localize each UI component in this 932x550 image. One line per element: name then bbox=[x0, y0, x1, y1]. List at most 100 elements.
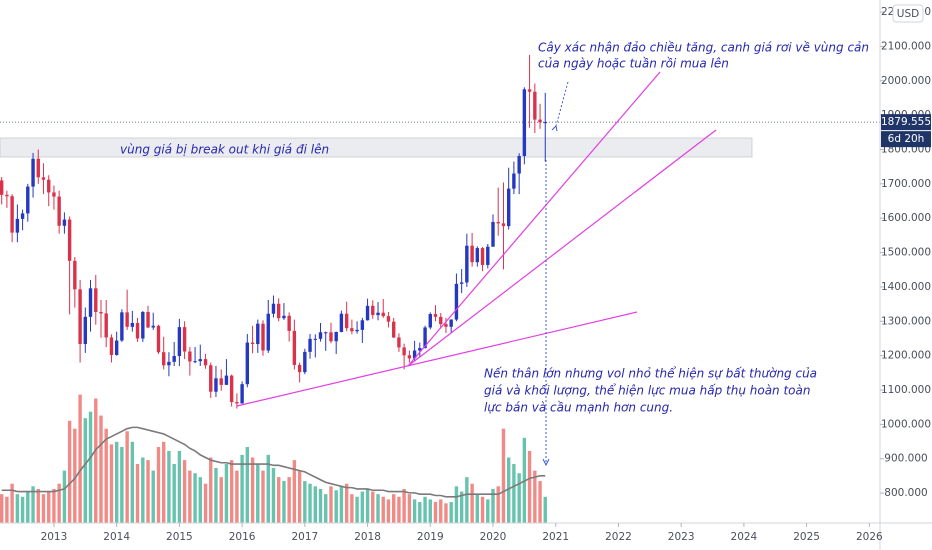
candle-body bbox=[449, 319, 453, 327]
breakout-zone bbox=[0, 137, 753, 158]
x-tick-label: 2019 bbox=[417, 531, 444, 543]
volume-bar bbox=[491, 488, 495, 523]
candle-body bbox=[146, 312, 150, 328]
x-tick-label: 2025 bbox=[793, 531, 820, 543]
currency-button[interactable] bbox=[892, 4, 924, 23]
last-price-label: 1879.555 bbox=[881, 116, 931, 128]
candle-body bbox=[522, 89, 527, 157]
volume-bar bbox=[475, 494, 480, 523]
x-tick-label: 2020 bbox=[480, 531, 507, 543]
volume-bar bbox=[73, 428, 77, 523]
candle-body bbox=[402, 347, 406, 356]
candle-body bbox=[496, 221, 500, 224]
volume-bar bbox=[412, 499, 417, 523]
candle-body bbox=[501, 223, 506, 227]
y-tick-label: 2100.000 bbox=[881, 40, 931, 52]
volume-bar bbox=[256, 464, 260, 523]
volume-bar bbox=[229, 460, 234, 523]
volume-bar bbox=[538, 481, 542, 523]
candle-body bbox=[47, 179, 51, 193]
annotation: Nến thân lớn nhưng vol nhỏ thể hiện sự b… bbox=[484, 367, 817, 381]
volume-bar bbox=[203, 483, 208, 523]
arrow-head bbox=[551, 124, 558, 132]
y-tick-label: 900.000 bbox=[884, 453, 927, 465]
candle-body bbox=[339, 313, 344, 332]
volume-bar bbox=[428, 499, 432, 523]
x-tick-label: 2013 bbox=[41, 531, 68, 543]
candle-body bbox=[250, 342, 255, 344]
volume-bar bbox=[287, 477, 291, 523]
candle-body bbox=[188, 351, 192, 362]
trendline bbox=[407, 71, 661, 367]
candle-body bbox=[235, 402, 239, 404]
volume-bar bbox=[219, 477, 223, 523]
trendline bbox=[407, 129, 717, 367]
candle-body bbox=[10, 196, 14, 233]
candle-body bbox=[287, 315, 291, 331]
volume-bar bbox=[62, 470, 67, 523]
volume-bar bbox=[245, 447, 250, 523]
volume-bar bbox=[83, 418, 88, 523]
candle-body bbox=[240, 384, 244, 404]
candle-body bbox=[0, 180, 4, 195]
y-tick-label: 1500.000 bbox=[881, 247, 931, 259]
y-tick-label: 2000.000 bbox=[881, 75, 931, 87]
candle-body bbox=[41, 177, 46, 180]
candle-body bbox=[407, 355, 412, 359]
candle-body bbox=[318, 332, 323, 339]
volume-bar bbox=[276, 477, 281, 523]
volume-bar bbox=[527, 450, 532, 523]
candle-body bbox=[219, 378, 223, 385]
volume-bar bbox=[78, 394, 82, 523]
volume-bar bbox=[517, 473, 521, 523]
volume-bar bbox=[41, 494, 46, 523]
volume-bar bbox=[193, 473, 197, 523]
volume-bar bbox=[313, 486, 318, 523]
candle-body bbox=[62, 219, 67, 226]
trendline bbox=[236, 311, 638, 407]
candle-body bbox=[109, 337, 114, 355]
candle-body bbox=[334, 331, 338, 342]
volume-bar bbox=[20, 496, 25, 523]
candle-body bbox=[31, 158, 35, 187]
candle-body bbox=[151, 325, 155, 328]
x-tick-label: 2026 bbox=[856, 531, 883, 543]
y-tick-label: 1300.000 bbox=[881, 315, 931, 327]
candle-body bbox=[52, 192, 56, 197]
candle-body bbox=[182, 327, 187, 352]
volume-bar bbox=[360, 491, 365, 523]
volume-bar bbox=[188, 470, 192, 523]
volume-bar bbox=[151, 470, 155, 523]
annotation: của ngày hoặc tuần rồi mua lên bbox=[538, 57, 729, 71]
candle-body bbox=[428, 314, 432, 328]
x-tick-label: 2021 bbox=[542, 531, 569, 543]
volume-bar bbox=[423, 496, 427, 523]
volume-bar bbox=[465, 477, 469, 523]
y-tick-label: 1200.000 bbox=[881, 350, 931, 362]
candle-body bbox=[130, 323, 135, 327]
candle-body bbox=[371, 305, 375, 316]
volume-bar bbox=[36, 488, 40, 523]
candle-body bbox=[57, 196, 61, 226]
candle-body bbox=[360, 320, 365, 330]
y-tick-label: 1000.000 bbox=[881, 418, 931, 430]
volume-bar bbox=[88, 411, 93, 523]
candle-body bbox=[198, 359, 202, 362]
volume-bar bbox=[439, 499, 443, 523]
volume-bar bbox=[376, 494, 380, 523]
candle-body bbox=[271, 303, 276, 314]
volume-bar bbox=[94, 398, 98, 523]
candle-body bbox=[5, 194, 9, 197]
volume-bar bbox=[397, 496, 401, 523]
volume-bar bbox=[454, 486, 459, 523]
volume-bar bbox=[135, 464, 140, 523]
volume-bar bbox=[109, 444, 114, 523]
volume-bar bbox=[167, 450, 171, 523]
volume-bar bbox=[292, 460, 297, 523]
candle-body bbox=[67, 219, 72, 261]
volume-bar bbox=[15, 494, 20, 523]
candle-body bbox=[209, 365, 213, 392]
volume-bar bbox=[501, 428, 506, 523]
candle-body bbox=[135, 323, 140, 339]
volume-bar bbox=[512, 464, 516, 523]
